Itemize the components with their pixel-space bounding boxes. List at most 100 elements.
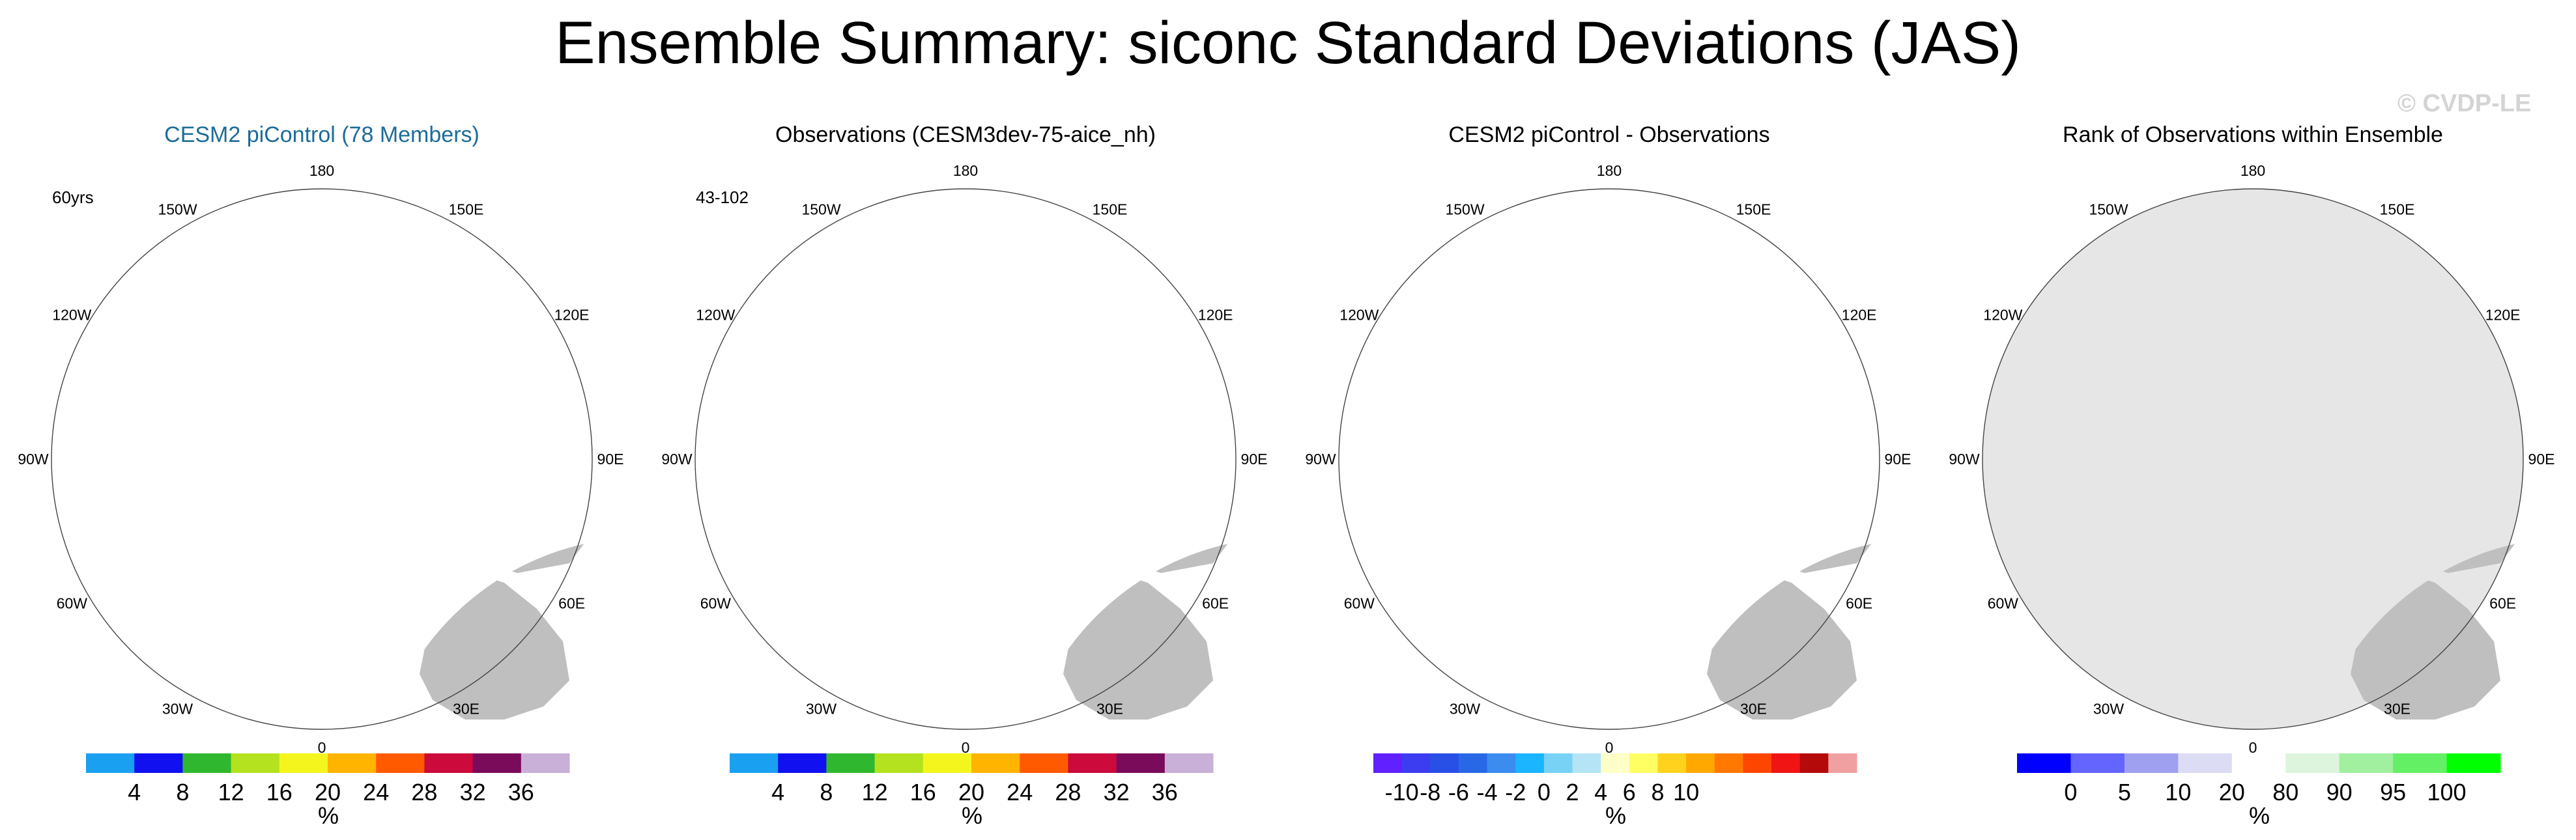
label-lon-60w: 60W xyxy=(700,595,732,612)
colorbar-tick-label: 0 xyxy=(1538,779,1551,805)
label-lon-150w: 150W xyxy=(2089,201,2128,217)
colorbar-swatch xyxy=(1771,753,1801,773)
colorbar-swatch xyxy=(424,753,474,773)
label-lon-60e: 60E xyxy=(1202,595,1229,612)
panel-title: CESM2 piControl (78 Members) xyxy=(164,122,479,147)
watermark: © CVDP-LE xyxy=(2397,90,2532,117)
colorbar-swatch xyxy=(472,753,522,773)
colorbar-tick-label: 90 xyxy=(2326,779,2353,805)
label-lon-90e: 90E xyxy=(597,451,624,468)
colorbar-tick-label: 4 xyxy=(771,779,784,805)
label-lon-150w: 150W xyxy=(1445,201,1484,217)
colorbar-tick-label: 36 xyxy=(1152,779,1178,805)
colorbar-tick-label: 100 xyxy=(2427,779,2467,805)
polar-map: 180 150E 120E 90E 60E 30E 0 30W 60W 90W 120W 150W 4 8… xyxy=(18,162,624,829)
colorbar-tick-label: 32 xyxy=(460,779,486,805)
ocean-background xyxy=(1982,189,2523,729)
colorbar-tick-label: 16 xyxy=(910,779,936,805)
colorbar-tick-label: 32 xyxy=(1104,779,1130,805)
panel-title: Observations (CESM3dev-75-aice_nh) xyxy=(775,122,1156,147)
colorbar-tick-label: 12 xyxy=(862,779,888,805)
label-lon-30e: 30E xyxy=(2384,701,2411,718)
colorbar-swatch xyxy=(1657,753,1687,773)
colorbar-tick-label: 80 xyxy=(2272,779,2298,805)
colorbar-swatch xyxy=(1430,753,1459,773)
label-lon-120w: 120W xyxy=(1983,307,2022,324)
colorbar-swatch xyxy=(923,753,972,773)
colorbar-swatch xyxy=(2178,753,2233,773)
colorbar-tick-label: 8 xyxy=(1651,779,1664,805)
map-boundary xyxy=(694,188,1237,730)
polar-map: 180 150E 120E 90E 60E 30E 0 30W 60W 90W 120W 150W 4 8… xyxy=(661,162,1268,829)
label-lon-30e: 30E xyxy=(453,701,479,718)
colorbar-swatch xyxy=(1543,753,1573,773)
colorbar-swatch xyxy=(2124,753,2179,773)
colorbar-swatch xyxy=(1828,753,1857,773)
panel-title: CESM2 piControl - Observations xyxy=(1448,122,1770,147)
colorbar-swatch xyxy=(2231,753,2286,773)
colorbar-swatch xyxy=(1020,753,1068,773)
label-lon-180: 180 xyxy=(309,162,334,179)
colorbar-swatch xyxy=(231,753,280,773)
colorbar-tick-label: 28 xyxy=(1055,779,1081,805)
colorbar-tick-label: -4 xyxy=(1477,779,1498,805)
label-lon-120w: 120W xyxy=(1339,307,1379,324)
colorbar-swatch xyxy=(1601,753,1630,773)
colorbar-tick-label: 4 xyxy=(128,779,141,805)
label-lon-90w: 90W xyxy=(1305,451,1336,468)
ocean-background xyxy=(51,189,592,729)
panel-model-stddev: 180 150E 120E 90E 60E 30E 0 30W 60W 90W 120W 150W 4 8… xyxy=(0,111,644,840)
label-lon-90e: 90E xyxy=(2528,451,2555,468)
label-lon-30e: 30E xyxy=(1740,701,1767,718)
panel-title: Rank of Observations within Ensemble xyxy=(2063,122,2443,147)
period-note: 60yrs xyxy=(52,188,94,207)
label-lon-150w: 150W xyxy=(801,201,840,217)
colorbar-unit: % xyxy=(1605,802,1626,829)
colorbar-swatch xyxy=(1458,753,1488,773)
label-lon-90e: 90E xyxy=(1885,451,1911,468)
map-boundary xyxy=(1982,188,2524,730)
colorbar-tick-label: -8 xyxy=(1420,779,1440,805)
label-lon-120e: 120E xyxy=(1842,307,1877,324)
colorbar-tick-label: 95 xyxy=(2380,779,2406,805)
label-lon-60e: 60E xyxy=(1846,595,1872,612)
label-lon-0: 0 xyxy=(1605,739,1614,756)
label-lon-90e: 90E xyxy=(1241,451,1268,468)
colorbar-swatch xyxy=(971,753,1020,773)
colorbar-swatch xyxy=(1373,753,1403,773)
period-note: 43-102 xyxy=(696,188,749,207)
panel-observations-stddev: 180 150E 120E 90E 60E 30E 0 30W 60W 90W 120W 150W 4 8… xyxy=(644,111,1287,840)
colorbar-swatch xyxy=(328,753,377,773)
colorbar-tick-label: 10 xyxy=(1673,779,1699,805)
colorbar-swatch xyxy=(1629,753,1658,773)
label-lon-150w: 150W xyxy=(158,201,197,217)
colorbar-tick-label: 12 xyxy=(218,779,244,805)
colorbar-tick-label: 8 xyxy=(820,779,833,805)
colorbar-tick-label: 6 xyxy=(1623,779,1636,805)
map-boundary xyxy=(1338,188,1880,730)
polar-map: 180 150E 120E 90E 60E 30E 0 30W 60W 90W 120W 150W -1… xyxy=(1305,162,1911,829)
colorbar-swatch xyxy=(2446,753,2501,773)
label-lon-150e: 150E xyxy=(1093,201,1128,217)
colorbar-swatch xyxy=(1743,753,1772,773)
colorbar-tick-label: -6 xyxy=(1448,779,1469,805)
colorbar-swatch xyxy=(1164,753,1214,773)
label-lon-120e: 120E xyxy=(1198,307,1233,324)
colorbar-tick-label: 0 xyxy=(2064,779,2077,805)
colorbar-swatch xyxy=(730,753,779,773)
colorbar-unit: % xyxy=(2249,802,2270,829)
colorbar-unit: % xyxy=(962,802,982,829)
colorbar-swatch xyxy=(2070,753,2125,773)
colorbar-tick-label: 20 xyxy=(958,779,984,805)
panel-rank: 180 150E 120E 90E 60E 30E 0 30W 60W 90W 120W 150W 0 5… xyxy=(1931,111,2575,840)
label-lon-0: 0 xyxy=(962,739,970,756)
colorbar-unit: % xyxy=(318,802,339,829)
colorbar-tick-label: 2 xyxy=(1566,779,1579,805)
label-lon-60e: 60E xyxy=(2489,595,2516,612)
label-lon-180: 180 xyxy=(1597,162,1622,179)
colorbar-swatch xyxy=(521,753,570,773)
ocean-background xyxy=(695,189,1236,729)
label-lon-150e: 150E xyxy=(449,201,484,217)
label-lon-90w: 90W xyxy=(18,451,49,468)
colorbar-swatch xyxy=(2339,753,2394,773)
